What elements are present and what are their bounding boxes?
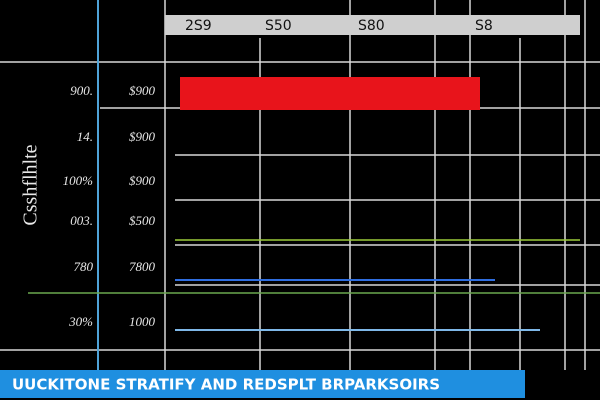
row-label: 7800 — [129, 259, 156, 274]
header-cell: 2S9 — [185, 18, 212, 34]
header-cell: S50 — [265, 18, 292, 34]
row-labels: 900. $900 14. $900 100% $900 003. $500 780 7800 30… — [63, 83, 156, 329]
row-label: $500 — [129, 213, 156, 228]
row-label: 14. — [77, 129, 93, 144]
highlight-bar — [180, 77, 480, 110]
row-label: $900 — [129, 173, 156, 188]
row-label: 003. — [70, 213, 93, 228]
row-label: 30% — [68, 314, 93, 329]
row-label: $900 — [129, 83, 156, 98]
header-cell: S8 — [475, 18, 493, 34]
row-label: 1000 — [129, 314, 156, 329]
header-cell: S80 — [358, 18, 385, 34]
header-bar — [165, 15, 580, 35]
row-label: 900. — [70, 83, 93, 98]
side-label: Csshflhlte — [20, 144, 42, 225]
row-label: $900 — [129, 129, 156, 144]
footer-title: UUCKITONE STRATIFY AND REDSPLT BRPARKSOI… — [12, 376, 440, 394]
footer-banner — [0, 370, 525, 398]
row-label: 780 — [74, 259, 94, 274]
row-label: 100% — [63, 173, 94, 188]
